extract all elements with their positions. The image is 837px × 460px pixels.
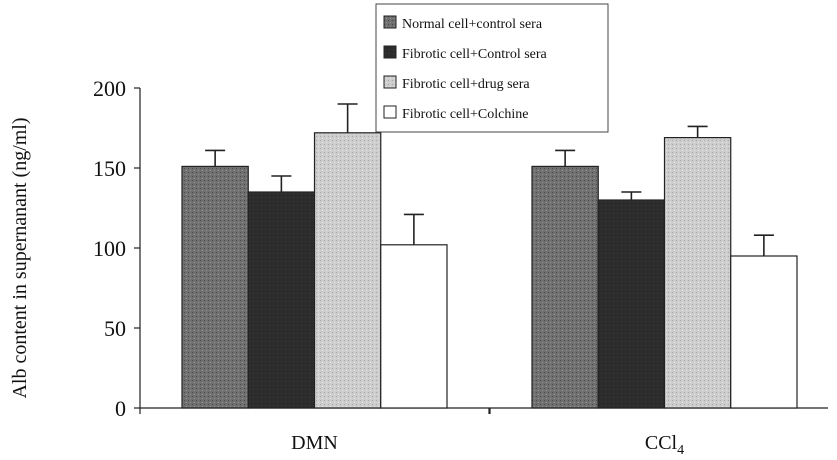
error-bar-group	[205, 103, 774, 256]
legend-swatch	[383, 75, 397, 89]
legend-items: Normal cell+control sera Fibrotic cell+Co…	[383, 15, 548, 122]
y-tick-group: 0 50 100 150 200	[93, 76, 140, 421]
legend-item: Normal cell+control sera	[383, 15, 543, 32]
bar	[313, 132, 382, 409]
bar-group	[181, 132, 798, 409]
bar	[730, 255, 798, 409]
category-label: CCl4	[645, 432, 684, 458]
y-axis-label: Alb content in supernanant (ng/ml)	[9, 117, 31, 398]
bar	[663, 137, 732, 409]
y-tick-label: 100	[93, 236, 126, 261]
bar	[531, 165, 599, 409]
legend: Normal cell+control sera Fibrotic cell+Co…	[375, 3, 609, 133]
bar	[380, 244, 448, 409]
legend-box	[375, 3, 609, 133]
legend-item: Fibrotic cell+drug sera	[383, 75, 530, 92]
y-tick-label: 50	[104, 316, 126, 341]
legend-swatch	[383, 105, 397, 119]
legend-item: Fibrotic cell+Control sera	[383, 45, 548, 62]
legend-label: Fibrotic cell+Colchine	[402, 107, 528, 122]
y-axis: 0 50 100 150 200	[93, 76, 141, 421]
category-label-group: DMN CCl4	[291, 432, 684, 458]
x-axis	[139, 407, 828, 414]
legend-label: Normal cell+control sera	[402, 17, 543, 32]
y-tick-label: 150	[93, 156, 126, 181]
legend-label: Fibrotic cell+drug sera	[402, 77, 530, 92]
legend-item: Fibrotic cell+Colchine	[383, 105, 528, 122]
bar	[597, 199, 666, 409]
legend-swatch	[383, 45, 397, 59]
x-tick-group	[139, 408, 491, 414]
y-tick-label: 0	[115, 396, 126, 421]
legend-label: Fibrotic cell+Control sera	[402, 47, 548, 62]
y-tick-label: 200	[93, 76, 126, 101]
bar	[181, 165, 249, 409]
legend-swatch	[383, 15, 397, 29]
category-label: DMN	[291, 432, 338, 454]
bar	[247, 191, 316, 409]
